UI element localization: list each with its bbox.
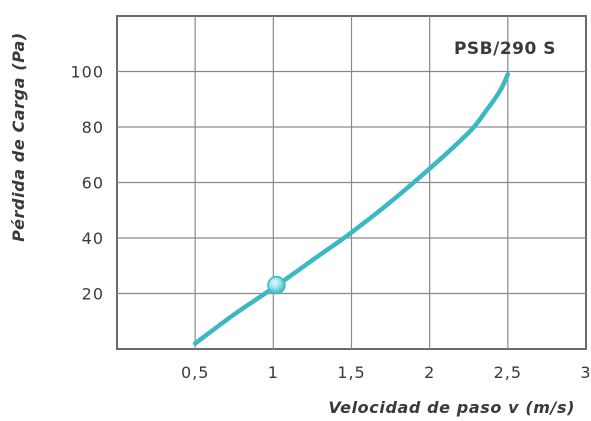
y-tick-label: 100 [70, 63, 104, 82]
y-tick-label: 40 [82, 229, 104, 248]
x-tick-label: 2,5 [494, 363, 522, 382]
series-label: PSB/290 S [454, 39, 556, 59]
series-layer [192, 72, 511, 346]
y-tick-label: 80 [82, 118, 104, 137]
x-tick-label: 1 [268, 363, 279, 382]
x-tick-label: 2 [424, 363, 435, 382]
grid [117, 16, 586, 349]
y-tick-label: 60 [82, 174, 104, 193]
series-line [192, 72, 511, 346]
x-tick-label: 0,5 [181, 363, 209, 382]
y-axis-title: Pérdida de Carga (Pa) [9, 32, 28, 242]
y-axis-ticks: 20 40 60 80 100 [70, 63, 104, 304]
y-tick-label: 20 [82, 285, 104, 304]
x-tick-label: 1,5 [337, 363, 365, 382]
highlight-point-marker [267, 275, 286, 295]
x-axis-title: Velocidad de paso v (m/s) [328, 398, 575, 417]
x-axis-ticks: 0,5 1 1,5 2 2,5 3 [181, 363, 591, 382]
x-tick-label: 3 [580, 363, 591, 382]
